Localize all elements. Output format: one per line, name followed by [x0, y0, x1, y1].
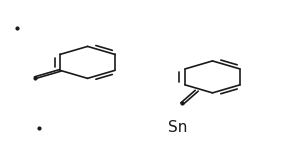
Text: Sn: Sn	[168, 120, 188, 135]
